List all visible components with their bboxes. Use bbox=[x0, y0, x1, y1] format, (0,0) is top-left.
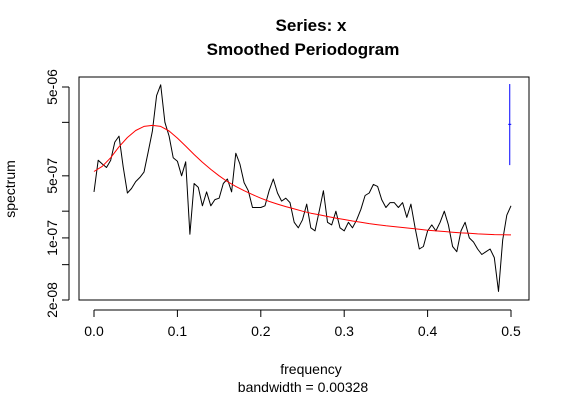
x-tick-label: 0.2 bbox=[251, 323, 271, 339]
plot-frame bbox=[78, 76, 530, 301]
raw-periodogram-line bbox=[93, 84, 512, 292]
smoothed-spectrum-line bbox=[93, 124, 512, 236]
bandwidth-indicator bbox=[508, 84, 512, 166]
chart-subtitle: Smoothed Periodogram bbox=[207, 40, 400, 59]
x-axis: 0.0 0.1 0.2 0.3 0.4 0.5 bbox=[84, 309, 521, 339]
x-axis-sublabel: bandwidth = 0.00328 bbox=[238, 379, 369, 395]
y-axis: 2e-08 1e-07 5e-07 5e-06 bbox=[44, 69, 70, 318]
x-tick-label: 0.5 bbox=[501, 323, 521, 339]
x-tick-label: 0.0 bbox=[84, 323, 104, 339]
y-tick-label: 5e-06 bbox=[44, 69, 60, 105]
x-tick-label: 0.4 bbox=[418, 323, 438, 339]
y-tick-label: 2e-08 bbox=[44, 282, 60, 318]
x-tick-label: 0.3 bbox=[334, 323, 354, 339]
series-layer bbox=[93, 84, 512, 292]
y-tick-label: 5e-07 bbox=[44, 158, 60, 194]
y-tick-label: 1e-07 bbox=[44, 220, 60, 256]
x-axis-label: frequency bbox=[280, 361, 341, 377]
y-axis-label: spectrum bbox=[2, 160, 18, 218]
x-tick-label: 0.1 bbox=[168, 323, 188, 339]
chart-title: Series: x bbox=[276, 16, 347, 35]
